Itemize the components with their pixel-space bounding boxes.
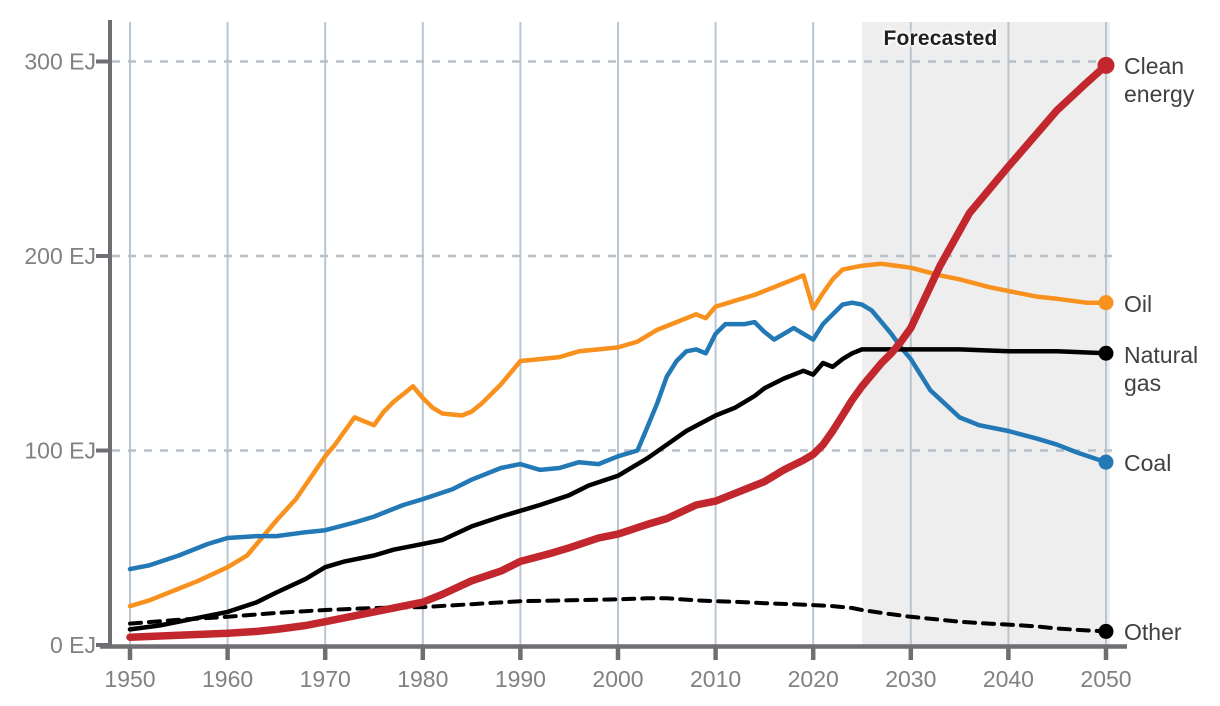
x-tick-label: 2020 [788,666,839,692]
series-line-oil [127,261,1109,609]
series-end-dot-oil [1098,295,1114,311]
y-tick-label: 0 EJ [50,632,96,658]
x-tick-label: 2010 [690,666,741,692]
series-label-clean-energy: Clean energy [1124,53,1195,107]
series-end-dot-clean-energy [1097,56,1115,74]
x-tick-label: 2050 [1080,666,1131,692]
series-label-coal: Coal [1124,450,1172,476]
series-line-clean-energy [126,61,1110,641]
y-tick-label: 100 EJ [24,438,96,464]
series-end-dot-natural-gas [1098,345,1114,361]
x-tick-label: 1970 [300,666,351,692]
x-tick-label: 2040 [983,666,1034,692]
x-tick-label: 2000 [592,666,643,692]
series-line-coal [127,300,1109,572]
x-tick-label: 2030 [885,666,936,692]
series-label-oil: Oil [1124,291,1153,317]
forecast-band-label: Forecasted [883,27,998,50]
x-tick-label: 1990 [495,666,546,692]
series-label-natural-gas: Natural gas [1124,342,1199,396]
x-tick-label: 1950 [104,666,155,692]
x-tick-label: 1980 [397,666,448,692]
y-tick-label: 300 EJ [24,49,96,75]
series-label-other: Other [1124,619,1182,645]
series-end-dot-other [1098,623,1114,639]
forecast-band [862,22,1110,645]
y-tick-label: 200 EJ [24,243,96,269]
series-line-natural-gas [127,347,1109,632]
x-tick-label: 1960 [202,666,253,692]
series-end-dot-coal [1098,454,1114,470]
